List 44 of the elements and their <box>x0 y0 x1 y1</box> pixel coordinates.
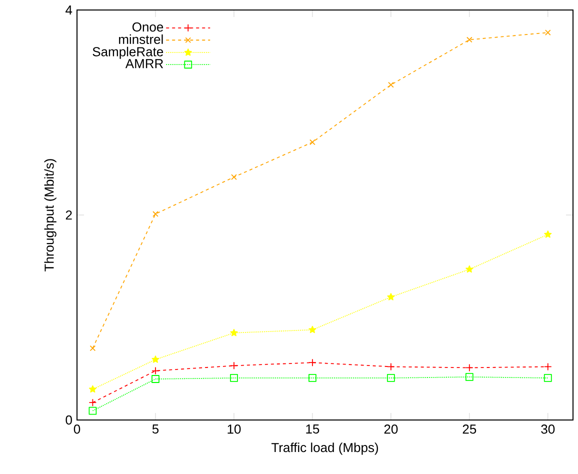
legend-label: minstrel <box>119 34 163 44</box>
point <box>152 211 158 217</box>
point <box>88 385 96 393</box>
point <box>231 174 237 180</box>
point <box>88 406 97 415</box>
point <box>544 362 552 371</box>
point <box>465 364 474 372</box>
point <box>308 326 316 334</box>
x-tick-label: 30 <box>541 424 555 434</box>
point <box>386 374 395 382</box>
legend-label: Onoe <box>132 22 164 32</box>
point <box>308 374 316 382</box>
point <box>152 375 160 383</box>
point <box>386 362 395 371</box>
point <box>90 345 96 352</box>
point <box>310 139 316 146</box>
point <box>230 362 238 370</box>
y-tick-label: 2 <box>66 210 72 220</box>
point <box>308 358 316 367</box>
legend-label: AMRR <box>125 59 164 68</box>
legend-label: SampleRate <box>92 46 164 59</box>
point <box>466 265 474 273</box>
y-tick-label: 4 <box>66 6 72 14</box>
y-axis-title: Throughput (Mbit/s) <box>44 159 56 272</box>
point <box>152 366 160 375</box>
x-tick-label: 10 <box>228 424 241 434</box>
x-tick-label: 20 <box>384 424 398 434</box>
point <box>88 398 97 407</box>
y-tick-label: 0 <box>66 415 72 425</box>
point <box>466 36 472 43</box>
x-axis-title: Traffic load (Mbps) <box>271 442 378 455</box>
point <box>230 328 238 336</box>
x-tick-label: 5 <box>152 424 159 434</box>
x-tick-label: 0 <box>74 424 80 434</box>
point <box>230 374 238 382</box>
point <box>544 30 551 36</box>
point <box>152 356 160 363</box>
x-tick-label: 25 <box>462 424 476 434</box>
point <box>388 82 394 88</box>
x-tick-label: 15 <box>306 424 320 434</box>
point <box>387 293 395 300</box>
point <box>544 374 552 382</box>
point <box>544 230 552 238</box>
point <box>465 373 474 381</box>
